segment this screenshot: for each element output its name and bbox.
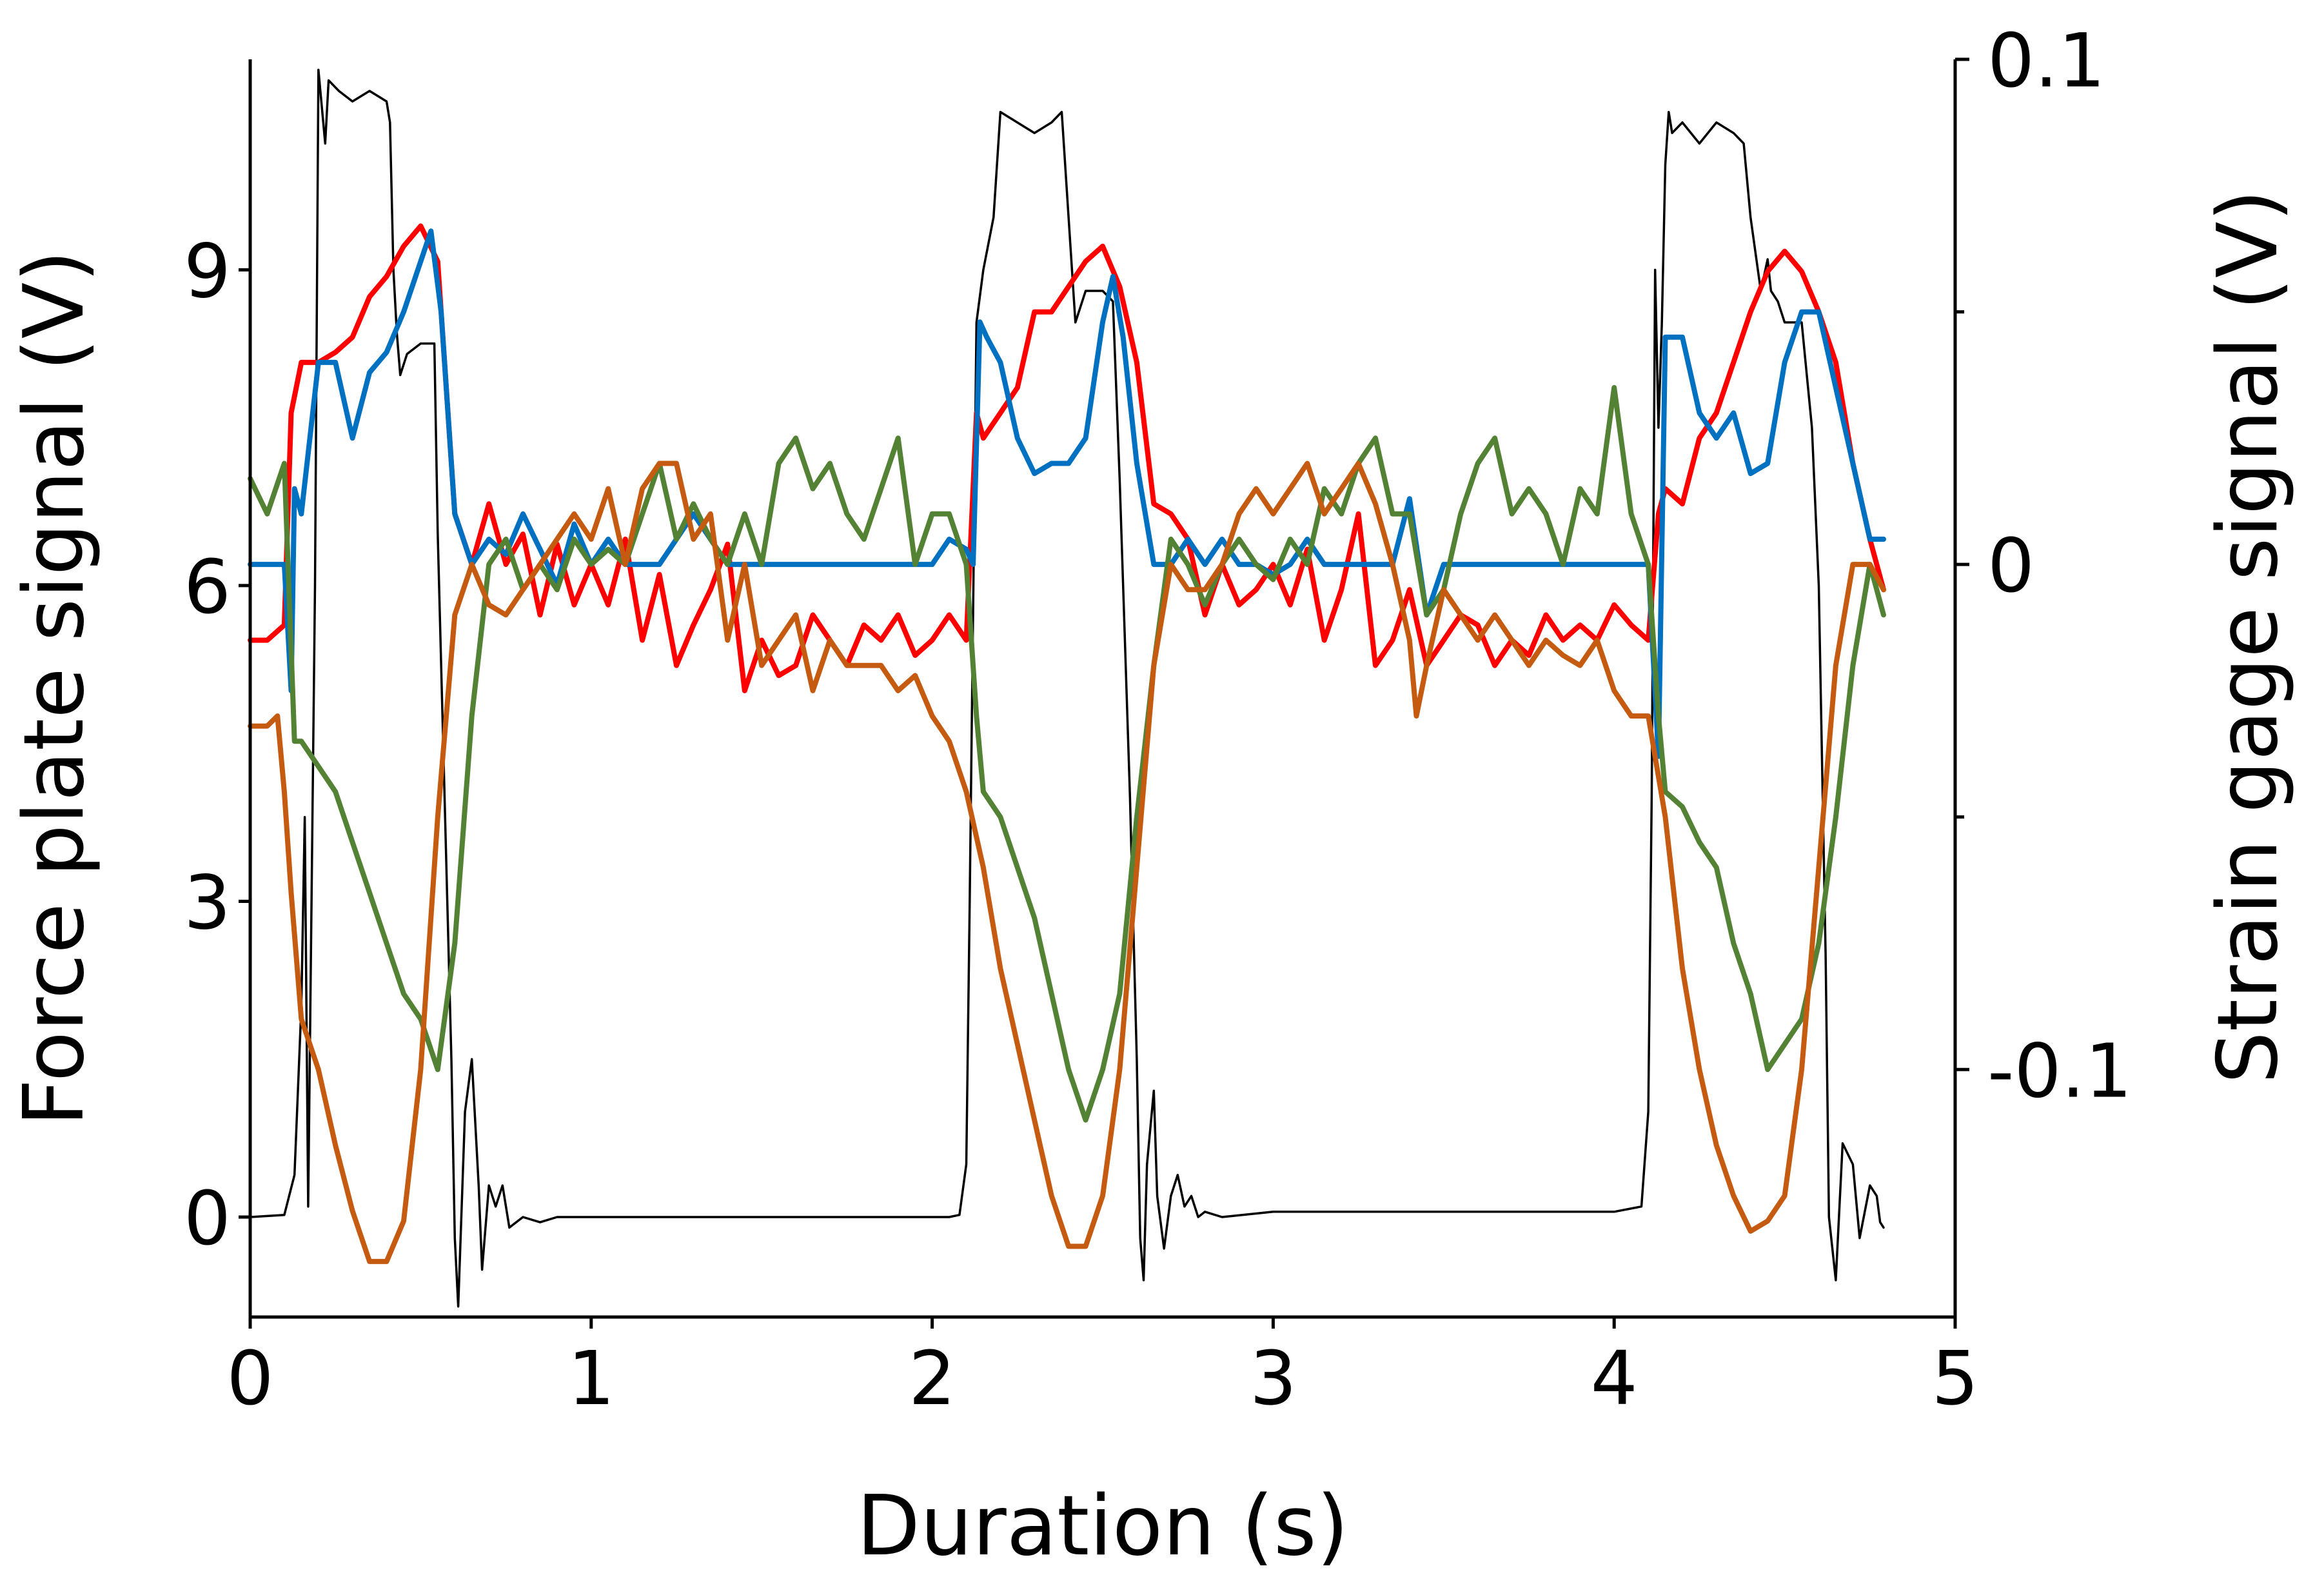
series-line-strain-gage-blue: [248, 228, 1886, 759]
y-right-tick-label: 0: [1987, 523, 2034, 609]
plot-lines: [248, 68, 1886, 1308]
x-tick-label: 2: [909, 1336, 956, 1422]
x-axis-title: Duration (s): [856, 1478, 1348, 1574]
y-left-tick-label: 6: [184, 544, 231, 631]
series-line-strain-gage-orange: [248, 461, 1886, 1264]
y-right-axis-title: Strain gage signal (V): [2200, 190, 2296, 1084]
x-tick-label: 4: [1591, 1336, 1638, 1422]
ticks: [239, 57, 1969, 1329]
x-tick-label: 3: [1250, 1336, 1297, 1422]
x-tick-label: 1: [567, 1336, 615, 1422]
y-right-tick-label: 0.1: [1987, 18, 2105, 104]
y-right-tick-label: -0.1: [1987, 1028, 2132, 1115]
series-line-force-plate: [249, 68, 1885, 1308]
y-left-tick-label: 0: [184, 1176, 231, 1262]
y-left-tick-label: 9: [184, 228, 231, 315]
series-line-strain-gage-green: [248, 385, 1886, 1123]
x-tick-label: 0: [226, 1336, 273, 1422]
y-left-axis-title: Force plate signal (V): [6, 250, 103, 1127]
tick-labels: 0 1 2 3 4 5 0 3 6 9 -0.1 0 0.1: [184, 18, 2132, 1422]
y-left-tick-label: 3: [184, 860, 231, 946]
series-line-strain-gage-red: [248, 223, 1886, 693]
x-tick-label: 5: [1931, 1336, 1978, 1422]
